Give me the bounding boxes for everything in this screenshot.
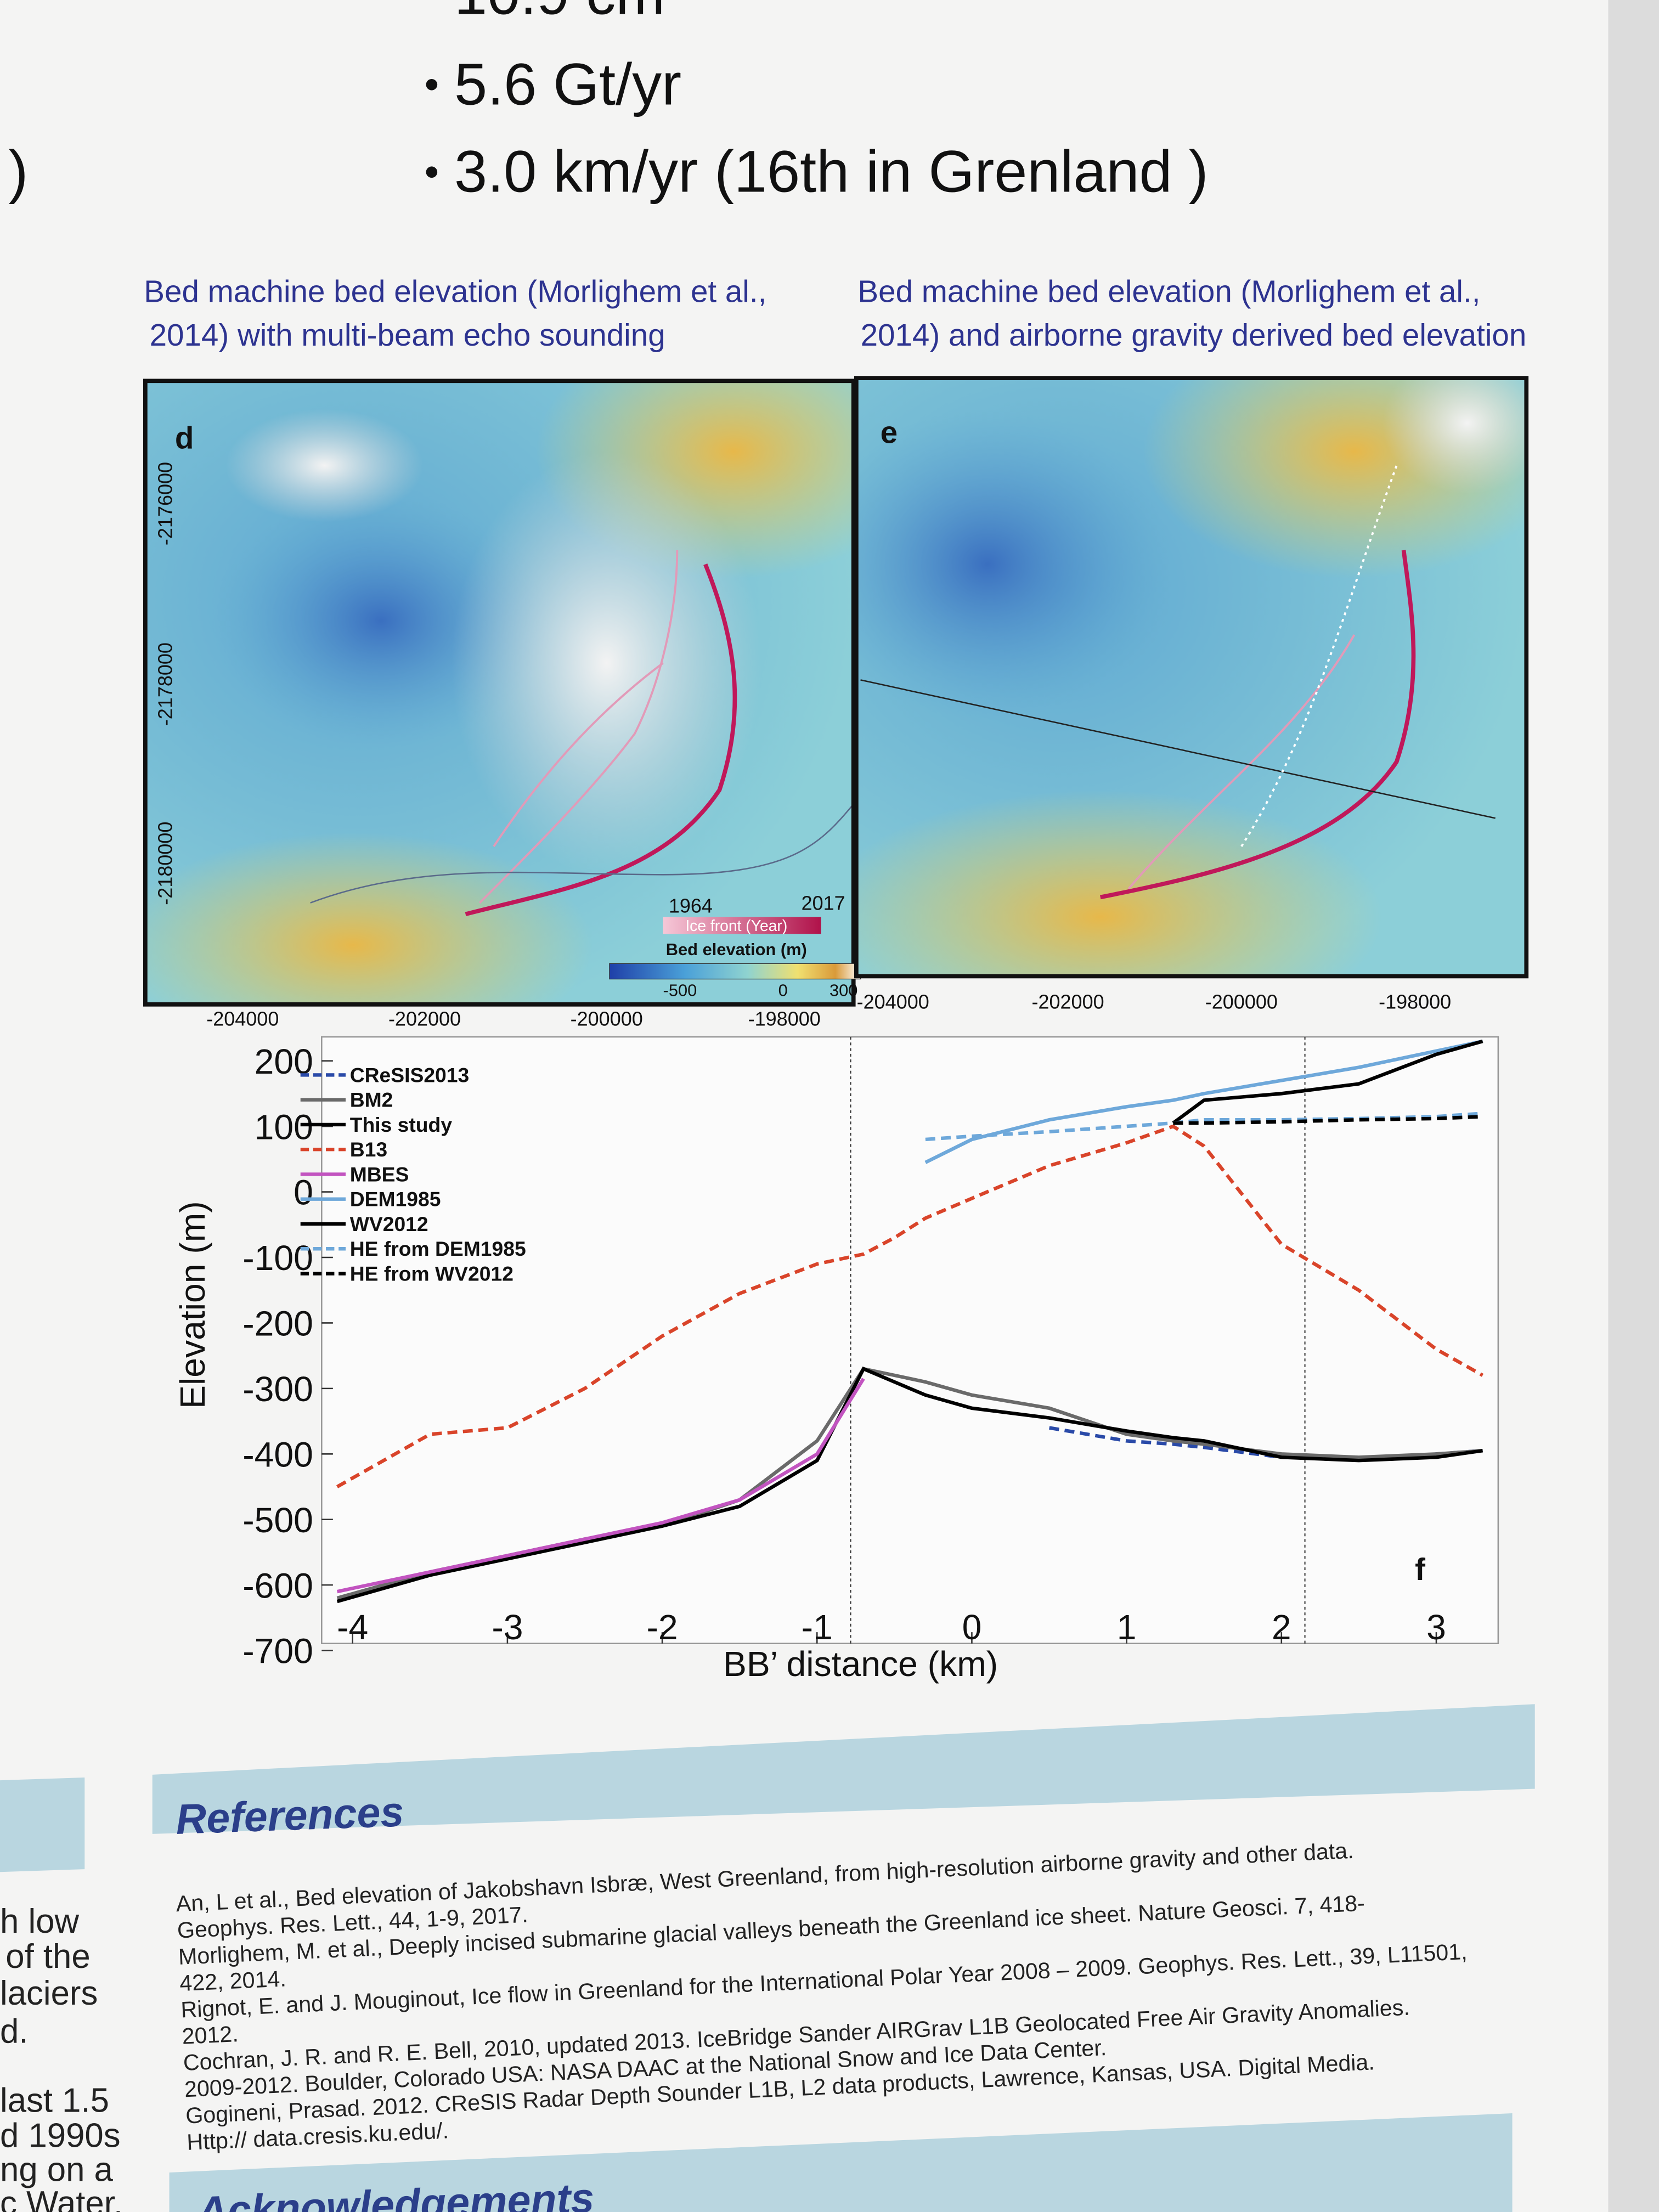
fragment-text: )	[8, 138, 28, 205]
x-tick-label: 1	[1117, 1607, 1137, 1647]
panel-caption: Bed machine bed elevation (Morlighem et …	[857, 274, 1480, 308]
series-line	[336, 1378, 865, 1594]
legend-text: 300	[830, 980, 857, 1000]
plot-frame	[321, 1036, 1499, 1645]
legend-label: HE from WV2012	[350, 1262, 514, 1285]
year-colorbar	[663, 917, 821, 934]
legend-label: WV2012	[350, 1212, 428, 1235]
bullet-dot	[426, 79, 438, 91]
side-text: laciers	[0, 1974, 98, 2012]
y-axis-label: Elevation (m)	[173, 1201, 212, 1409]
bullet-text: 10.9 cm	[454, 0, 665, 27]
x-tick-label: -3	[492, 1607, 523, 1647]
bullet-dot	[426, 166, 438, 178]
map-x-tick-label: -200000	[1205, 991, 1278, 1013]
map-x-tick-label: -200000	[571, 1007, 643, 1030]
panel-letter: d	[175, 421, 194, 455]
legend-label: B13	[350, 1138, 387, 1161]
section-title: References	[175, 1788, 405, 1843]
legend-label: HE from DEM1985	[350, 1237, 526, 1260]
side-text: c Water.	[0, 2185, 123, 2212]
legend-label: This study	[350, 1113, 453, 1136]
legend-text: -500	[663, 980, 697, 1000]
legend-label: CReSIS2013	[350, 1063, 470, 1086]
legend-text: 1964	[669, 895, 713, 917]
series-line	[336, 1366, 1483, 1604]
y-tick-label: 0	[294, 1173, 313, 1212]
y-tick-label: -500	[242, 1500, 313, 1540]
section-band	[0, 1778, 85, 1872]
x-tick-label: 0	[962, 1607, 982, 1647]
x-tick-label: -2	[647, 1607, 678, 1647]
reference-line: 422, 2014.	[179, 1966, 286, 1996]
map-x-tick-label: -202000	[1032, 991, 1104, 1013]
series-line	[924, 1039, 1483, 1164]
y-tick-label: -200	[242, 1304, 313, 1344]
x-tick-label: 3	[1426, 1607, 1446, 1647]
legend-text: 2017	[802, 892, 845, 915]
bullet-text: 3.0 km/yr (16th in Grenland )	[454, 138, 1209, 205]
map-y-tick-label: -2176000	[154, 462, 177, 545]
x-tick-label: -4	[337, 1607, 368, 1647]
panel-caption: 2014) with multi-beam echo sounding	[150, 318, 665, 352]
map-y-tick-label: -2178000	[154, 642, 177, 726]
map-y-tick-label: -2180000	[154, 822, 177, 905]
side-text: d 1990s	[0, 2117, 121, 2155]
side-text: h low	[0, 1903, 79, 1940]
series-line	[336, 1124, 1484, 1488]
legend-text: Bed elevation (m)	[666, 940, 807, 959]
map-x-tick-label: -198000	[748, 1007, 821, 1030]
y-tick-label: -100	[242, 1238, 313, 1278]
map-x-tick-label: -198000	[1379, 991, 1451, 1013]
map-frame	[854, 376, 1529, 979]
map-x-tick-label: -204000	[857, 991, 929, 1013]
y-tick-label: -400	[242, 1435, 313, 1474]
side-text: d.	[0, 2012, 28, 2050]
panel-letter: e	[881, 415, 898, 449]
side-text: ng on a	[0, 2151, 114, 2188]
section-band	[152, 1704, 1535, 1834]
y-tick-label: 100	[255, 1107, 313, 1147]
map-d	[145, 381, 854, 1005]
series-line	[1173, 1115, 1483, 1125]
side-text: of the	[5, 1938, 90, 1976]
legend-label: MBES	[350, 1163, 409, 1186]
legend-text: 0	[778, 980, 788, 1000]
bed-colorbar	[609, 963, 861, 980]
wall	[1608, 0, 1659, 2212]
x-axis-label: BB’ distance (km)	[723, 1644, 998, 1684]
series-line	[1172, 1039, 1483, 1125]
x-tick-label: 2	[1272, 1607, 1291, 1647]
side-text: last 1.5	[0, 2081, 109, 2119]
section-band	[169, 2113, 1513, 2212]
map-frame	[143, 379, 856, 1007]
panel-caption: 2014) and airborne gravity derived bed e…	[861, 318, 1527, 352]
y-tick-label: -300	[242, 1369, 313, 1409]
legend-label: DEM1985	[350, 1188, 441, 1211]
legend-text: Ice front (Year)	[685, 917, 787, 934]
panel-caption: Bed machine bed elevation (Morlighem et …	[144, 274, 766, 308]
bullet-text: 5.6 Gt/yr	[454, 50, 681, 117]
map-x-tick-label: -202000	[388, 1007, 461, 1030]
x-tick-label: -1	[802, 1607, 833, 1647]
reference-line: 2012.	[182, 2021, 239, 2049]
y-tick-label: -600	[242, 1566, 313, 1605]
map-x-tick-label: -204000	[206, 1007, 279, 1030]
panel-letter: f	[1415, 1552, 1425, 1587]
y-tick-label: -700	[242, 1632, 313, 1671]
map-e	[856, 378, 1527, 977]
legend-label: BM2	[350, 1088, 393, 1111]
